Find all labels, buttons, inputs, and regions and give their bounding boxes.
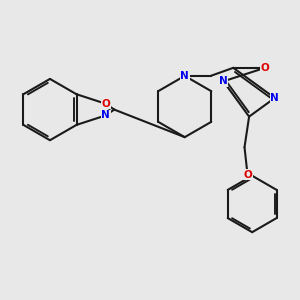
Text: N: N	[180, 71, 189, 81]
Text: N: N	[101, 110, 110, 120]
Text: N: N	[270, 93, 279, 103]
Text: O: O	[261, 63, 269, 73]
Text: O: O	[101, 99, 110, 109]
Text: N: N	[219, 76, 228, 86]
Text: O: O	[243, 170, 252, 180]
